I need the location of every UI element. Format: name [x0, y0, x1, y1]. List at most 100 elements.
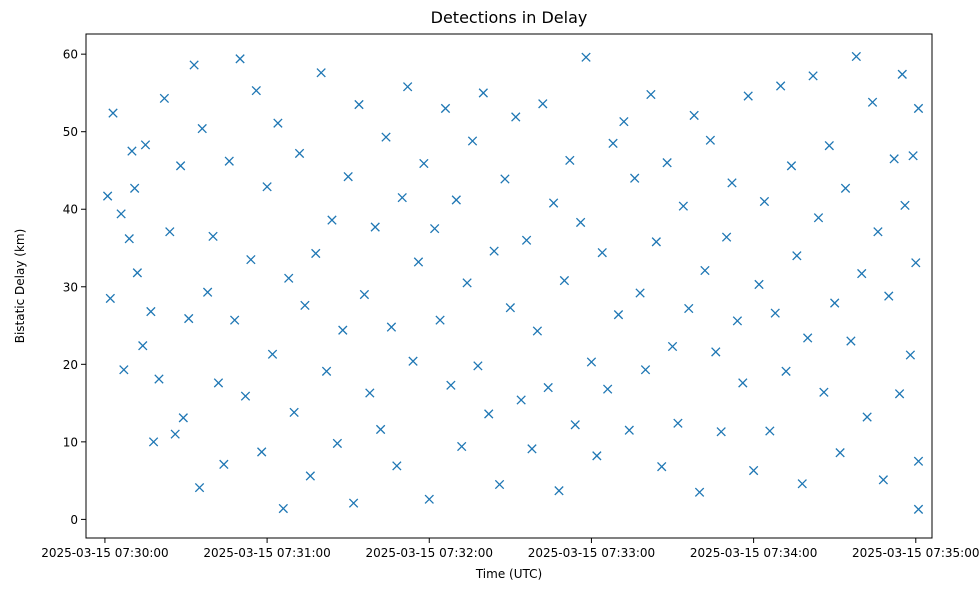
data-point: [770, 308, 780, 318]
data-point: [505, 303, 516, 313]
data-point: [375, 424, 386, 435]
data-point: [565, 155, 575, 166]
data-point: [154, 374, 164, 384]
data-point: [224, 156, 234, 166]
data-point: [370, 222, 380, 232]
data-point: [419, 158, 429, 169]
data-point: [727, 178, 737, 188]
data-point: [608, 138, 618, 148]
y-tick-label: 40: [63, 203, 78, 217]
data-point: [321, 366, 332, 376]
data-point: [284, 273, 294, 283]
data-point: [229, 315, 240, 325]
data-point: [516, 395, 526, 405]
data-point: [532, 326, 543, 336]
data-point: [178, 413, 188, 423]
data-point: [267, 349, 278, 359]
data-point: [202, 287, 213, 297]
data-point: [165, 227, 175, 237]
data-point: [835, 448, 845, 458]
data-point: [184, 313, 194, 324]
data-point: [559, 275, 570, 286]
data-point: [124, 234, 134, 244]
x-axis-label: Time (UTC): [475, 567, 542, 581]
data-point: [208, 231, 218, 242]
data-point: [102, 191, 113, 201]
data-point: [721, 232, 732, 242]
data-point: [581, 52, 591, 62]
data-point: [451, 195, 461, 205]
data-point: [197, 123, 207, 134]
data-point: [857, 268, 867, 279]
x-tick-label: 2025-03-15 07:31:00: [203, 546, 330, 560]
data-point: [613, 310, 624, 320]
y-tick-label: 50: [63, 125, 78, 139]
data-point: [246, 254, 256, 265]
data-point: [170, 429, 180, 439]
data-point: [786, 161, 797, 171]
data-point: [597, 247, 607, 258]
data-point: [311, 248, 321, 259]
data-point: [586, 357, 597, 367]
data-point: [830, 298, 840, 308]
data-point: [119, 365, 129, 375]
data-point: [105, 293, 115, 304]
data-point: [527, 444, 537, 454]
data-point: [240, 391, 251, 401]
data-point: [673, 418, 683, 428]
data-point: [640, 365, 651, 375]
data-point: [435, 315, 445, 325]
x-tick-label: 2025-03-15 07:35:00: [852, 546, 979, 560]
data-point: [343, 172, 353, 182]
data-point: [846, 336, 856, 346]
data-point: [689, 110, 699, 121]
data-point: [684, 303, 694, 314]
plot-area-frame: [85, 33, 933, 539]
data-point: [889, 154, 899, 164]
data-points: [102, 51, 924, 514]
data-point: [392, 461, 402, 471]
x-tick-label: 2025-03-15 07:32:00: [366, 546, 493, 560]
data-point: [694, 487, 705, 497]
x-tick-label: 2025-03-15 07:33:00: [528, 546, 655, 560]
data-point: [348, 498, 359, 508]
data-point: [159, 93, 170, 104]
data-point: [575, 217, 586, 228]
data-point: [413, 257, 424, 267]
data-point: [235, 54, 245, 64]
data-point: [478, 88, 488, 98]
data-point: [667, 341, 678, 352]
data-point: [862, 412, 872, 422]
data-point: [386, 322, 397, 332]
data-point: [365, 388, 375, 398]
data-point: [913, 103, 924, 114]
data-point: [759, 196, 770, 207]
data-point: [129, 183, 140, 193]
data-point: [300, 300, 310, 311]
data-point: [592, 451, 602, 461]
x-tick-label: 2025-03-15 07:30:00: [41, 546, 168, 560]
data-point: [619, 116, 629, 127]
data-point: [738, 378, 748, 388]
data-point: [678, 201, 688, 211]
data-point: [332, 438, 343, 449]
data-point: [484, 409, 494, 419]
data-point: [473, 361, 483, 371]
data-point: [262, 182, 272, 192]
data-point: [662, 158, 672, 168]
data-point: [716, 427, 726, 437]
data-point: [775, 81, 786, 91]
data-point: [867, 97, 878, 107]
data-point: [359, 289, 370, 300]
data-point: [808, 71, 818, 81]
data-point: [765, 426, 775, 436]
data-point: [251, 85, 261, 96]
data-point: [900, 200, 910, 211]
data-point: [635, 288, 645, 298]
y-tick-label: 20: [63, 358, 78, 372]
data-point: [146, 306, 156, 317]
data-point: [175, 161, 186, 171]
data-point: [548, 198, 559, 208]
chart-title: Detections in Delay: [431, 8, 588, 27]
